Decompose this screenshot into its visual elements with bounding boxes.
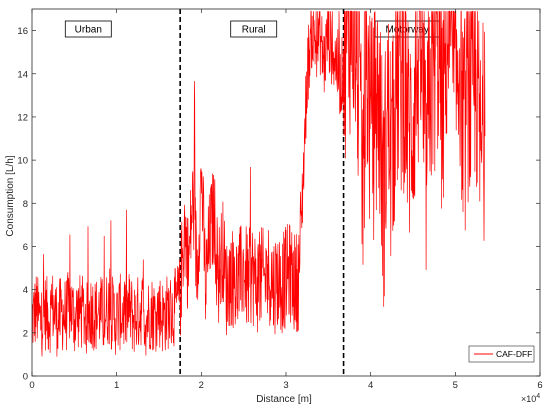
y-tick-label-2: 4 [23, 285, 28, 296]
region-label-1: Urban [75, 25, 102, 36]
y-tick-label-5: 10 [17, 156, 28, 167]
x-exponent-power: 4 [536, 393, 540, 400]
y-tick-label-8: 16 [17, 26, 28, 37]
series-line-caf-dff [31, 10, 486, 357]
y-tick-label-0: 0 [23, 372, 28, 383]
y-axis-label: Consumption [L/h] [5, 155, 16, 236]
x-tick-label-2: 2 [199, 380, 204, 391]
legend-box [468, 345, 535, 363]
x-axis-label: Distance [m] [256, 394, 312, 405]
y-axis-ticks: 0 2 4 6 8 10 12 14 16 [17, 26, 540, 383]
x-tick-label-3: 3 [283, 380, 288, 391]
x-exponent-base: ×10 [521, 394, 536, 404]
region-label-box-1 [64, 20, 112, 38]
region-label-3: Motorway [386, 25, 429, 36]
region-label-2: Rural [242, 25, 266, 36]
x-axis-ticks: 0 1 2 3 4 5 6 [29, 9, 543, 391]
x-tick-label-4: 4 [368, 380, 373, 391]
x-tick-label-1: 1 [114, 380, 119, 391]
x-tick-label-6: 6 [537, 380, 542, 391]
y-tick-label-6: 12 [17, 112, 28, 123]
y-tick-label-7: 14 [17, 69, 28, 80]
series-layer [31, 10, 486, 357]
legend-label: CAF-DFF [496, 349, 532, 359]
x-tick-label-5: 5 [453, 380, 458, 391]
region-label-box-2 [230, 20, 278, 38]
x-tick-label-0: 0 [29, 380, 34, 391]
y-tick-label-1: 2 [23, 328, 28, 339]
y-tick-label-3: 6 [23, 242, 28, 253]
x-axis-exponent: ×104 [521, 393, 540, 404]
y-tick-label-4: 8 [23, 199, 28, 210]
legend: CAF-DFF [468, 345, 535, 363]
